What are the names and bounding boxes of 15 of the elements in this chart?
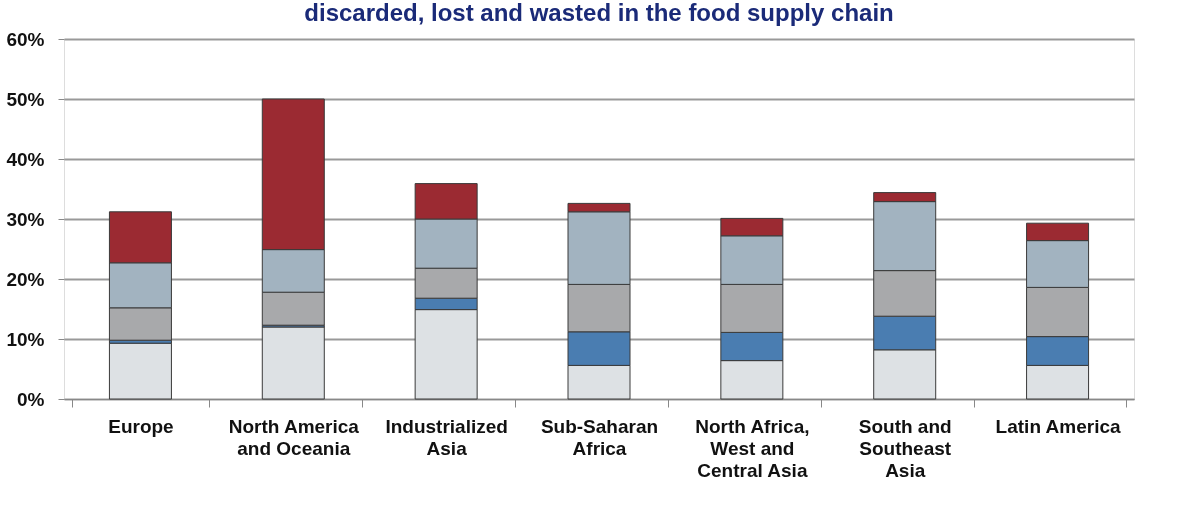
chart-title: discarded, lost and wasted in the food supply chain (304, 0, 894, 26)
y-tick-label: 30% (6, 208, 45, 230)
y-tick-label: 50% (6, 88, 45, 110)
x-tick-label: North Africa, West and Central Asia (695, 415, 810, 481)
y-tick-label: 60% (6, 28, 45, 50)
x-tick-label: Industrialized Asia (385, 415, 508, 459)
x-tick-label: Latin America (995, 415, 1121, 437)
y-tick-label: 10% (6, 328, 45, 350)
y-tick-label: 40% (6, 148, 45, 170)
x-tick-label: North America and Oceania (228, 415, 360, 459)
y-tick-label: 0% (17, 388, 45, 410)
x-tick-label: South and Southeast Asia (858, 415, 952, 481)
y-tick-label: 20% (6, 268, 45, 290)
x-tick-label: Europe (108, 415, 174, 437)
x-tick-label: Sub-Saharan Africa (540, 415, 659, 459)
